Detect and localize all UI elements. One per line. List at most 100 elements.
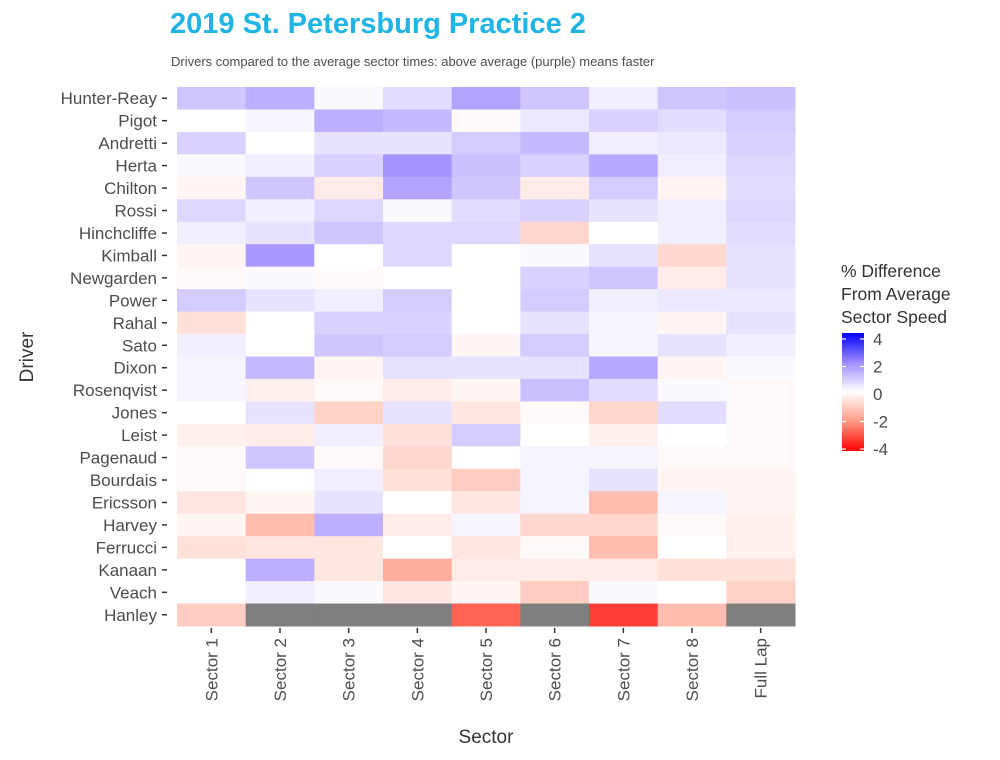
heatmap-cell xyxy=(520,176,590,200)
heatmap-cell xyxy=(726,378,796,402)
legend-tick-label: 0 xyxy=(873,385,882,404)
heatmap-cell xyxy=(726,199,796,223)
heatmap-cell xyxy=(451,311,521,335)
y-tick-label: Hunter-Reay xyxy=(61,89,158,108)
heatmap-cell xyxy=(245,244,315,268)
heatmap-cell xyxy=(383,131,453,155)
heatmap-cell xyxy=(726,536,796,560)
heatmap-cell xyxy=(520,558,590,582)
heatmap-cell xyxy=(245,221,315,245)
y-tick-label: Ericsson xyxy=(92,493,157,512)
heatmap-cell xyxy=(383,558,453,582)
heatmap-cell xyxy=(314,558,384,582)
heatmap-cell xyxy=(657,513,727,537)
heatmap-cell xyxy=(451,334,521,357)
heatmap-cell xyxy=(177,423,247,447)
heatmap-cell xyxy=(520,401,590,425)
heatmap-cell xyxy=(520,289,590,313)
heatmap-cell xyxy=(589,536,659,560)
heatmap-cell xyxy=(520,513,590,537)
y-tick-label: Newgarden xyxy=(70,269,157,288)
heatmap-cell xyxy=(245,558,315,582)
heatmap-cell xyxy=(451,446,521,470)
heatmap-cell xyxy=(726,603,796,627)
heatmap-cell xyxy=(451,176,521,200)
heatmap-cell xyxy=(726,154,796,178)
heatmap-cell xyxy=(314,334,384,357)
heatmap-cell xyxy=(245,334,315,357)
heatmap-cell xyxy=(245,176,315,200)
heatmap-cell xyxy=(177,199,247,223)
heatmap-cell xyxy=(657,131,727,155)
legend-title-line: From Average xyxy=(841,284,951,304)
heatmap-cell xyxy=(177,244,247,268)
heatmap-cell xyxy=(451,423,521,447)
heatmap-cell xyxy=(177,176,247,200)
heatmap-cell xyxy=(177,87,247,110)
heatmap-cell xyxy=(726,87,796,110)
y-tick-label: Rossi xyxy=(114,202,157,221)
heatmap-cell xyxy=(726,581,796,605)
heatmap-cell xyxy=(177,536,247,560)
heatmap-cell xyxy=(177,289,247,313)
heatmap-cell xyxy=(383,87,453,110)
heatmap-cell xyxy=(451,491,521,515)
heatmap-cell xyxy=(177,581,247,605)
heatmap-cell xyxy=(383,513,453,537)
heatmap-cell xyxy=(726,513,796,537)
heatmap-cell xyxy=(451,244,521,268)
chart-subtitle: Drivers compared to the average sector t… xyxy=(171,54,655,69)
heatmap-cell xyxy=(657,536,727,560)
heatmap-cell xyxy=(520,221,590,245)
heatmap-cell xyxy=(245,289,315,313)
heatmap-cell xyxy=(245,513,315,537)
x-tick-label: Sector 5 xyxy=(477,638,496,701)
y-tick-label: Veach xyxy=(110,583,157,602)
heatmap-cell xyxy=(177,266,247,290)
legend-tick-label: 2 xyxy=(873,358,882,377)
heatmap-cell xyxy=(177,558,247,582)
heatmap-cell xyxy=(177,378,247,402)
y-tick-label: Rosenqvist xyxy=(73,381,157,400)
heatmap-cell xyxy=(657,603,727,627)
heatmap-cell xyxy=(589,221,659,245)
heatmap-cell xyxy=(726,289,796,313)
heatmap-cell xyxy=(657,221,727,245)
legend-tick-label: -2 xyxy=(873,413,888,432)
heatmap-cell xyxy=(314,266,384,290)
heatmap-cell xyxy=(451,131,521,155)
heatmap-cell xyxy=(177,334,247,357)
legend-tick-label: -4 xyxy=(873,440,888,459)
heatmap-cell xyxy=(520,468,590,492)
legend-colorbar xyxy=(842,333,864,451)
legend-tick-label: 4 xyxy=(873,330,882,349)
heatmap-cell xyxy=(383,266,453,290)
heatmap-cell xyxy=(383,289,453,313)
heatmap-cell xyxy=(657,311,727,335)
heatmap-cell xyxy=(314,423,384,447)
heatmap-cell xyxy=(589,446,659,470)
heatmap-cell xyxy=(726,176,796,200)
heatmap-cell xyxy=(245,311,315,335)
heatmap-cell xyxy=(589,423,659,447)
heatmap-cell xyxy=(657,468,727,492)
heatmap-cell xyxy=(520,109,590,133)
x-tick-label: Sector 6 xyxy=(546,638,565,701)
heatmap-cell xyxy=(383,356,453,380)
x-axis: Sector 1 Sector 2 Sector 3 Sector 4 Sector 5… xyxy=(202,628,771,701)
heatmap-cell xyxy=(383,446,453,470)
heatmap-cell xyxy=(657,154,727,178)
y-tick-label: Pigot xyxy=(118,112,157,131)
heatmap-cell xyxy=(589,289,659,313)
heatmap-cell xyxy=(657,266,727,290)
heatmap-cell xyxy=(726,468,796,492)
heatmap-cell xyxy=(520,87,590,110)
heatmap-cell xyxy=(383,199,453,223)
heatmap-cell xyxy=(451,378,521,402)
heatmap-cell xyxy=(726,334,796,357)
heatmap-cell xyxy=(383,491,453,515)
heatmap-cell xyxy=(177,491,247,515)
heatmap-cell xyxy=(314,603,384,627)
y-axis-title: Driver xyxy=(17,331,38,382)
y-tick-label: Ferrucci xyxy=(96,538,157,557)
